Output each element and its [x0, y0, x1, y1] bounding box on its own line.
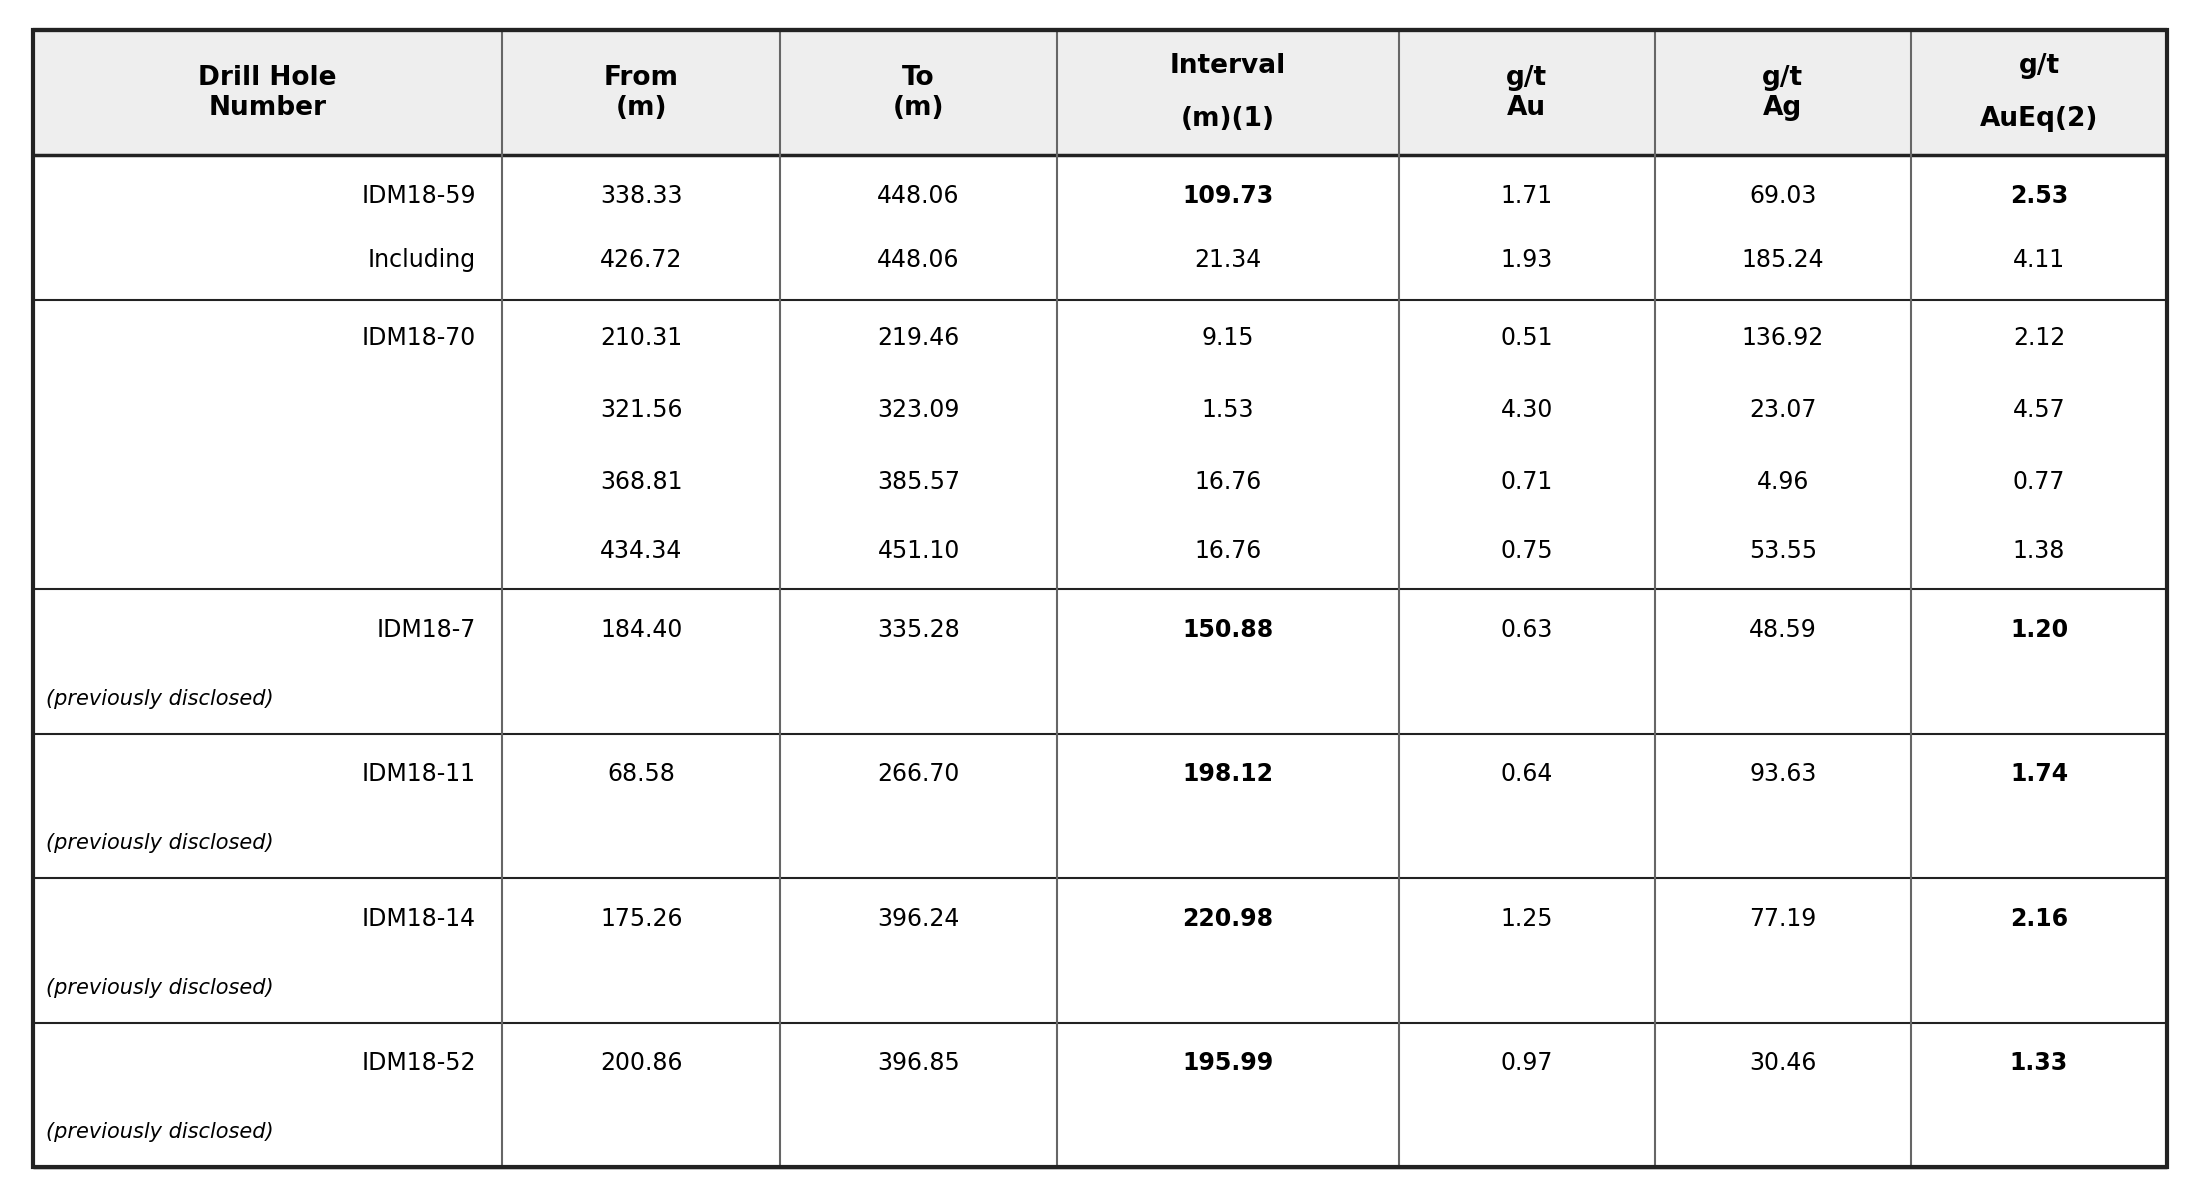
Text: 448.06: 448.06: [878, 183, 959, 208]
Text: g/t
Ag: g/t Ag: [1762, 64, 1804, 120]
Text: 150.88: 150.88: [1181, 617, 1274, 642]
Text: (m)(1): (m)(1): [1181, 106, 1276, 132]
Polygon shape: [33, 590, 2167, 734]
Text: 93.63: 93.63: [1749, 762, 1817, 786]
Text: 396.85: 396.85: [878, 1052, 959, 1075]
Text: (previously disclosed): (previously disclosed): [46, 1122, 273, 1142]
Text: 219.46: 219.46: [878, 325, 959, 350]
Text: IDM18-70: IDM18-70: [361, 325, 475, 350]
Text: 338.33: 338.33: [601, 183, 682, 208]
Text: 210.31: 210.31: [601, 325, 682, 350]
Text: 109.73: 109.73: [1181, 183, 1274, 208]
Text: 53.55: 53.55: [1749, 540, 1817, 563]
Text: 1.53: 1.53: [1201, 398, 1254, 422]
Text: 1.33: 1.33: [2011, 1052, 2068, 1075]
Text: 77.19: 77.19: [1749, 906, 1817, 930]
Text: AuEq(2): AuEq(2): [1980, 106, 2099, 132]
Text: 200.86: 200.86: [601, 1052, 682, 1075]
Text: IDM18-7: IDM18-7: [376, 617, 475, 642]
Text: 323.09: 323.09: [878, 398, 959, 422]
Text: Drill Hole
Number: Drill Hole Number: [198, 64, 337, 120]
Text: 1.93: 1.93: [1500, 248, 1553, 272]
Text: Interval: Interval: [1170, 54, 1287, 80]
Text: 9.15: 9.15: [1201, 325, 1254, 350]
Text: 69.03: 69.03: [1749, 183, 1817, 208]
Text: IDM18-52: IDM18-52: [361, 1052, 475, 1075]
Text: 2.12: 2.12: [2013, 325, 2066, 350]
Text: 0.75: 0.75: [1500, 540, 1553, 563]
Polygon shape: [33, 734, 2167, 878]
Text: (previously disclosed): (previously disclosed): [46, 834, 273, 854]
Text: 396.24: 396.24: [878, 906, 959, 930]
Text: 4.11: 4.11: [2013, 248, 2066, 272]
Text: 4.96: 4.96: [1756, 470, 1808, 494]
Text: 175.26: 175.26: [601, 906, 682, 930]
Text: 136.92: 136.92: [1742, 325, 1824, 350]
Text: IDM18-14: IDM18-14: [363, 906, 475, 930]
Text: 1.25: 1.25: [1500, 906, 1553, 930]
Text: 195.99: 195.99: [1181, 1052, 1274, 1075]
Text: 1.74: 1.74: [2011, 762, 2068, 786]
Text: 0.71: 0.71: [1500, 470, 1553, 494]
Text: 434.34: 434.34: [601, 540, 682, 563]
Text: 385.57: 385.57: [878, 470, 959, 494]
Polygon shape: [33, 30, 2167, 156]
Text: 1.20: 1.20: [2011, 617, 2068, 642]
Text: To
(m): To (m): [893, 64, 944, 120]
Text: Including: Including: [367, 248, 475, 272]
Text: From
(m): From (m): [603, 64, 678, 120]
Text: 220.98: 220.98: [1181, 906, 1274, 930]
Text: 1.71: 1.71: [1500, 183, 1553, 208]
Text: (previously disclosed): (previously disclosed): [46, 978, 273, 998]
Text: 4.30: 4.30: [1500, 398, 1553, 422]
Text: 68.58: 68.58: [607, 762, 675, 786]
Text: 4.57: 4.57: [2013, 398, 2066, 422]
Text: 448.06: 448.06: [878, 248, 959, 272]
Text: 23.07: 23.07: [1749, 398, 1817, 422]
Text: 0.77: 0.77: [2013, 470, 2066, 494]
Text: (previously disclosed): (previously disclosed): [46, 688, 273, 709]
Text: 185.24: 185.24: [1742, 248, 1824, 272]
Polygon shape: [33, 300, 2167, 590]
Text: 321.56: 321.56: [601, 398, 682, 422]
Text: 0.97: 0.97: [1500, 1052, 1553, 1075]
Text: 2.16: 2.16: [2011, 906, 2068, 930]
Text: 368.81: 368.81: [601, 470, 682, 494]
Text: IDM18-11: IDM18-11: [363, 762, 475, 786]
Text: 2.53: 2.53: [2011, 183, 2068, 208]
Text: 0.63: 0.63: [1500, 617, 1553, 642]
Text: 0.51: 0.51: [1500, 325, 1553, 350]
Text: 266.70: 266.70: [878, 762, 959, 786]
Text: 16.76: 16.76: [1195, 470, 1261, 494]
Text: 198.12: 198.12: [1184, 762, 1274, 786]
Text: 0.64: 0.64: [1500, 762, 1553, 786]
Polygon shape: [33, 878, 2167, 1023]
Polygon shape: [33, 156, 2167, 300]
Text: 48.59: 48.59: [1749, 617, 1817, 642]
Text: 184.40: 184.40: [601, 617, 682, 642]
Text: IDM18-59: IDM18-59: [361, 183, 475, 208]
Text: 16.76: 16.76: [1195, 540, 1261, 563]
Text: 426.72: 426.72: [601, 248, 682, 272]
Text: 335.28: 335.28: [878, 617, 959, 642]
Text: 30.46: 30.46: [1749, 1052, 1817, 1075]
Text: 1.38: 1.38: [2013, 540, 2066, 563]
Text: 451.10: 451.10: [878, 540, 959, 563]
Text: 21.34: 21.34: [1195, 248, 1261, 272]
Text: g/t: g/t: [2017, 54, 2059, 80]
Text: g/t
Au: g/t Au: [1507, 64, 1547, 120]
Polygon shape: [33, 1023, 2167, 1167]
